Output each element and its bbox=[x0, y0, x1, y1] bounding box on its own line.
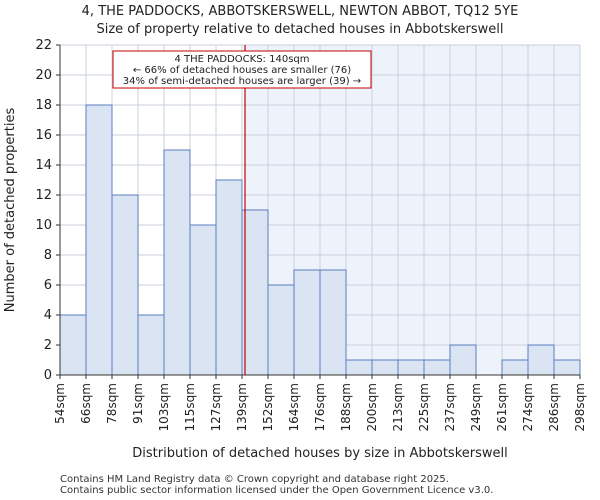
annotation-line-3: 34% of semi-detached houses are larger (… bbox=[123, 76, 361, 87]
bar bbox=[553, 359, 581, 376]
x-tick-label: 249sqm bbox=[469, 383, 483, 431]
y-tick-label: 18 bbox=[35, 98, 52, 113]
bar bbox=[111, 194, 139, 376]
x-tick-label: 127sqm bbox=[209, 383, 223, 431]
bar bbox=[397, 359, 425, 376]
bar bbox=[215, 179, 243, 376]
bar bbox=[267, 284, 295, 376]
bar bbox=[449, 344, 477, 376]
bar bbox=[423, 359, 451, 376]
y-tick-label: 0 bbox=[44, 368, 52, 383]
bar bbox=[241, 209, 269, 376]
x-tick-label: 54sqm bbox=[53, 383, 67, 424]
x-tick-label: 78sqm bbox=[105, 383, 119, 424]
bar bbox=[501, 359, 529, 376]
x-tick-label: 152sqm bbox=[261, 383, 275, 431]
x-tick-label: 261sqm bbox=[495, 383, 509, 431]
bar bbox=[319, 269, 347, 376]
bar bbox=[163, 149, 191, 376]
x-tick-label: 286sqm bbox=[547, 383, 561, 431]
y-tick-label: 10 bbox=[35, 218, 52, 233]
x-tick-label: 164sqm bbox=[287, 383, 301, 431]
x-tick-label: 66sqm bbox=[79, 383, 93, 424]
y-tick-label: 8 bbox=[44, 248, 52, 263]
y-tick-label: 14 bbox=[35, 158, 52, 173]
y-tick-label: 2 bbox=[44, 338, 52, 353]
x-tick-label: 237sqm bbox=[443, 383, 457, 431]
x-tick-label: 176sqm bbox=[313, 383, 327, 431]
x-tick-label: 139sqm bbox=[235, 383, 249, 431]
y-tick-label: 12 bbox=[35, 188, 52, 203]
bar bbox=[527, 344, 555, 376]
x-tick-label: 200sqm bbox=[365, 383, 379, 431]
bar bbox=[371, 359, 399, 376]
y-tick-label: 16 bbox=[35, 128, 52, 143]
x-tick-label: 91sqm bbox=[131, 383, 145, 424]
bar bbox=[189, 224, 217, 376]
bar bbox=[345, 359, 373, 376]
footer-copyright: Contains HM Land Registry data © Crown c… bbox=[60, 474, 449, 485]
bar bbox=[59, 314, 87, 376]
x-tick-label: 274sqm bbox=[521, 383, 535, 431]
chart-title: 4, THE PADDOCKS, ABBOTSKERSWELL, NEWTON … bbox=[81, 4, 519, 19]
x-tick-label: 213sqm bbox=[391, 383, 405, 431]
bar bbox=[137, 314, 165, 376]
chart-subtitle: Size of property relative to detached ho… bbox=[96, 22, 504, 37]
y-tick-label: 4 bbox=[44, 308, 52, 323]
bar bbox=[85, 104, 113, 376]
x-tick-label: 188sqm bbox=[339, 383, 353, 431]
bar bbox=[293, 269, 321, 376]
x-tick-label: 298sqm bbox=[573, 383, 587, 431]
y-tick-label: 22 bbox=[35, 38, 52, 53]
footer-licence: Contains public sector information licen… bbox=[60, 485, 494, 496]
annotation-box bbox=[112, 50, 372, 89]
x-tick-label: 103sqm bbox=[157, 383, 171, 431]
y-axis-label: Number of detached properties bbox=[3, 108, 18, 313]
annotation-line-2: ← 66% of detached houses are smaller (76… bbox=[133, 65, 351, 76]
x-tick-label: 115sqm bbox=[183, 383, 197, 431]
x-tick-label: 225sqm bbox=[417, 383, 431, 431]
y-tick-label: 6 bbox=[44, 278, 52, 293]
y-tick-label: 20 bbox=[35, 68, 52, 83]
annotation-line-1: 4 THE PADDOCKS: 140sqm bbox=[175, 54, 310, 65]
x-axis-label: Distribution of detached houses by size … bbox=[132, 446, 507, 461]
